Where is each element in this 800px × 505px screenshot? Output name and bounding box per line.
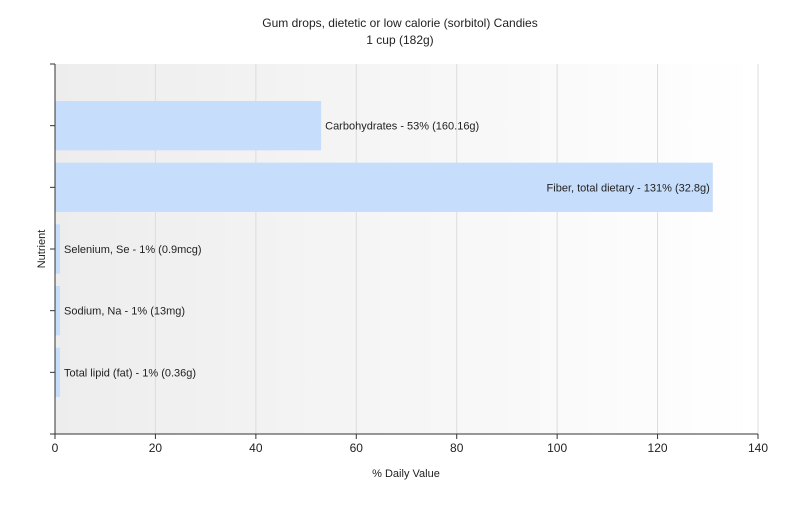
x-tick-label: 20 [149, 441, 163, 455]
bar [55, 347, 61, 397]
x-tick-label: 0 [52, 441, 59, 455]
bar [55, 101, 322, 151]
bar [55, 224, 61, 274]
chart-subtitle: 1 cup (182g) [366, 33, 433, 47]
x-tick-label: 80 [450, 441, 464, 455]
bar [55, 286, 61, 336]
x-tick-label: 140 [748, 441, 768, 455]
bars: Carbohydrates - 53% (160.16g) Fiber, tota… [55, 101, 713, 397]
x-tick-label: 60 [350, 441, 364, 455]
chart-title: Gum drops, dietetic or low calorie (sorb… [262, 16, 537, 30]
data-label: Total lipid (fat) - 1% (0.36g) [64, 367, 196, 379]
data-label: Fiber, total dietary - 131% (32.8g) [547, 182, 710, 194]
x-tick-label: 100 [547, 441, 567, 455]
x-axis-label: % Daily Value [372, 468, 440, 480]
bar [55, 162, 713, 212]
data-label: Carbohydrates - 53% (160.16g) [325, 121, 479, 133]
y-axis-label: Nutrient [36, 230, 48, 269]
x-tick-label: 40 [249, 441, 263, 455]
data-label: Sodium, Na - 1% (13mg) [64, 306, 185, 318]
data-label: Selenium, Se - 1% (0.9mcg) [64, 244, 202, 256]
x-tick-label: 120 [648, 441, 668, 455]
axes: 0 20 40 60 80 100 120 140 [50, 63, 768, 455]
